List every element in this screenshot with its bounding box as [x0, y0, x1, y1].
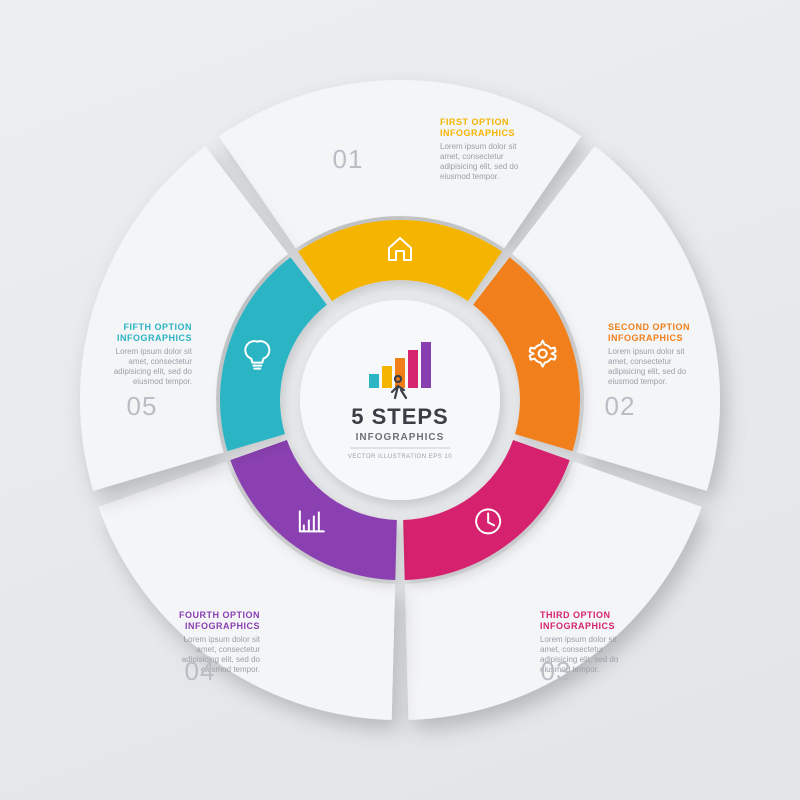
center-bar-4	[408, 350, 418, 388]
segment-body-5-line-0: Lorem ipsum dolor sit	[116, 347, 193, 356]
segment-body-4-line-1: amet, consectetur	[196, 645, 260, 654]
center-bar-3	[395, 358, 405, 388]
segment-body-1-line-3: eiusmod tempor.	[440, 172, 499, 181]
segment-title-1: FIRST OPTION	[440, 117, 509, 127]
segment-title2-2: INFOGRAPHICS	[608, 333, 683, 343]
center-bar-1	[369, 374, 379, 388]
segment-title2-1: INFOGRAPHICS	[440, 128, 515, 138]
outer-segment-4	[98, 461, 395, 719]
segment-title-3: THIRD OPTION	[540, 610, 611, 620]
segment-body-5-line-2: adipisicing elit, sed do	[114, 367, 193, 376]
center-bar-5	[421, 342, 431, 388]
segment-body-2-line-3: eiusmod tempor.	[608, 377, 667, 386]
segment-title2-3: INFOGRAPHICS	[540, 621, 615, 631]
segment-number-5: 05	[127, 391, 158, 421]
center-badge: 5 STEPS INFOGRAPHICS VECTOR ILLUSTRATION E…	[300, 300, 500, 500]
center-subtitle: INFOGRAPHICS	[356, 432, 445, 443]
inner-segment-1	[298, 220, 502, 301]
segment-title2-4: INFOGRAPHICS	[185, 621, 260, 631]
infographic-svg: 5 STEPS INFOGRAPHICS VECTOR ILLUSTRATION E…	[0, 0, 800, 800]
segment-body-3-line-0: Lorem ipsum dolor sit	[540, 635, 617, 644]
segment-body-5-line-1: amet, consectetur	[128, 357, 192, 366]
segment-body-2-line-2: adipisicing elit, sed do	[608, 367, 687, 376]
segment-number-4: 04	[185, 656, 216, 686]
segment-body-2-line-0: Lorem ipsum dolor sit	[608, 347, 685, 356]
segment-body-4-line-0: Lorem ipsum dolor sit	[184, 635, 261, 644]
center-bar-2	[382, 366, 392, 388]
segment-body-2-line-1: amet, consectetur	[608, 357, 672, 366]
segment-number-3: 03	[541, 656, 572, 686]
segment-body-1-line-1: amet, consectetur	[440, 152, 504, 161]
segment-title2-5: INFOGRAPHICS	[117, 333, 192, 343]
segment-body-3-line-1: amet, consectetur	[540, 645, 604, 654]
center-circle	[300, 300, 500, 500]
infographic-stage: 5 STEPS INFOGRAPHICS VECTOR ILLUSTRATION E…	[0, 0, 800, 800]
center-tagline: VECTOR ILLUSTRATION EPS 10	[348, 454, 452, 460]
segment-body-1-line-2: adipisicing elit, sed do	[440, 162, 519, 171]
segment-number-2: 02	[605, 391, 636, 421]
segment-title-2: SECOND OPTION	[608, 322, 690, 332]
segment-title-5: FIFTH OPTION	[124, 322, 193, 332]
segment-number-1: 01	[333, 144, 364, 174]
segment-text-3: THIRD OPTIONINFOGRAPHICS Lorem ipsum dolo…	[540, 610, 619, 686]
segment-body-1-line-0: Lorem ipsum dolor sit	[440, 142, 517, 151]
segment-body-5-line-3: eiusmod tempor.	[133, 377, 192, 386]
segment-title-4: FOURTH OPTION	[179, 610, 260, 620]
center-title: 5 STEPS	[351, 404, 448, 429]
